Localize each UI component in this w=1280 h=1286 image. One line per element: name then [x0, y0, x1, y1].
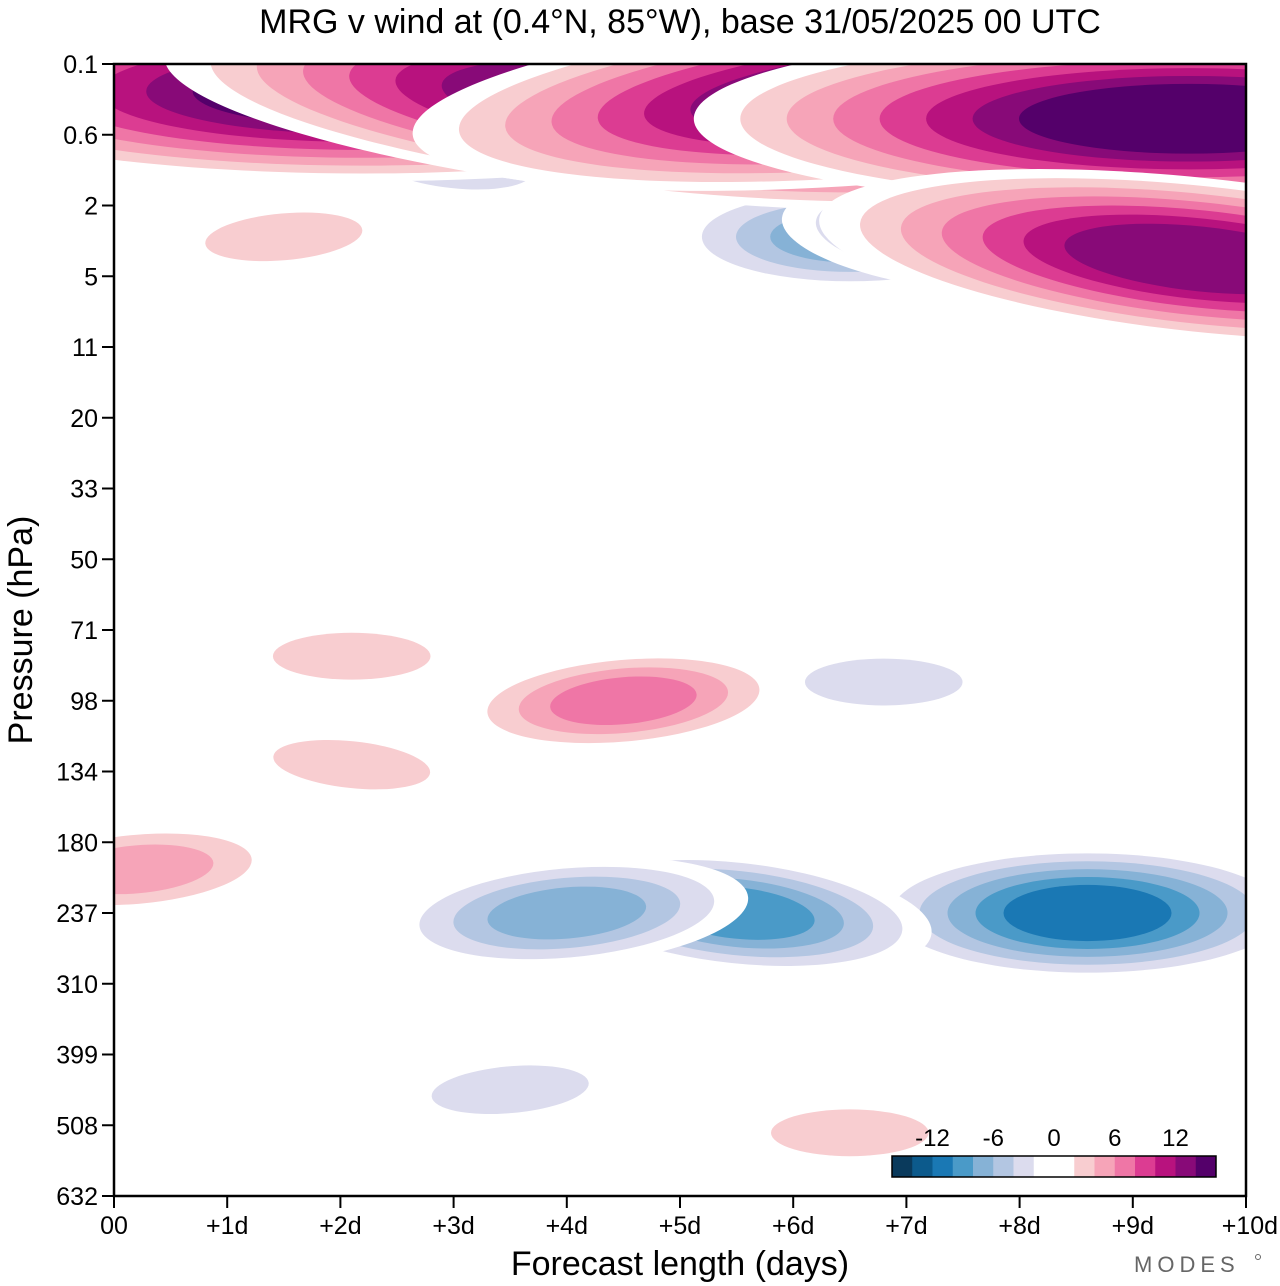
colorbar-swatch: [892, 1156, 913, 1177]
colorbar-swatch: [1013, 1156, 1035, 1177]
colorbar-swatch: [973, 1156, 994, 1177]
colorbar-swatch: [1195, 1156, 1217, 1177]
y-tick-label: 11: [72, 334, 98, 362]
contour-blob: [158, 199, 410, 275]
y-tick-label: 5: [84, 263, 98, 291]
colorbar-swatch: [1155, 1156, 1176, 1177]
contour-level: [1064, 223, 1246, 295]
colorbar-swatch: [1175, 1156, 1197, 1177]
y-tick-label: 33: [70, 476, 98, 504]
x-axis-label: Forecast length (days): [511, 1245, 849, 1283]
y-tick-label: 310: [56, 971, 98, 999]
contour-level: [114, 844, 214, 895]
colorbar-label: 12: [1162, 1125, 1189, 1152]
modes-logo: MODES: [1134, 1252, 1240, 1277]
contour-level: [1019, 83, 1246, 154]
contour-level: [804, 658, 963, 706]
colorbar-label: -12: [915, 1125, 950, 1152]
colorbar-swatch: [912, 1156, 933, 1177]
contour-blob: [819, 169, 1246, 350]
colorbar-swatch: [993, 1156, 1014, 1177]
x-axis: 00 +1d +2d +3d +4d +5d +6d +7d +8d +9d +10d: [100, 1196, 1278, 1240]
x-tick-label: +6d: [772, 1212, 814, 1240]
contour-blob: [186, 980, 382, 1039]
colorbar-frame: [891, 1155, 1217, 1178]
x-tick-label: +10d: [1222, 1212, 1278, 1240]
y-tick-label: 399: [56, 1042, 98, 1070]
contour-level: [487, 886, 647, 940]
contour-level: [771, 1109, 929, 1157]
y-tick-label: 0.1: [63, 51, 98, 79]
contour-blob: [693, 64, 1246, 209]
y-tick-label: 180: [56, 829, 98, 857]
colorbar-swatch: [1135, 1156, 1156, 1177]
contour-level: [550, 676, 697, 726]
contour-blob: [723, 1096, 976, 1169]
y-tick-label: 71: [70, 617, 98, 645]
y-tick-label: 237: [56, 900, 98, 928]
contour-level: [272, 632, 431, 680]
y-tick-label: 2: [84, 193, 98, 221]
x-tick-label: +8d: [998, 1212, 1040, 1240]
contour-blob: [757, 646, 1010, 719]
contour-level: [1003, 884, 1172, 942]
x-tick-label: +2d: [319, 1212, 361, 1240]
colorbar-swatch: [1033, 1156, 1055, 1177]
x-tick-label: +3d: [432, 1212, 474, 1240]
contour-blob: [225, 620, 478, 693]
chart-title: MRG v wind at (0.4°N, 85°W), base 31/05/…: [259, 3, 1101, 41]
contour-blob: [226, 726, 478, 803]
colorbar-swatch: [1114, 1156, 1136, 1177]
x-tick-label: 00: [100, 1212, 128, 1240]
y-axis: 0.1 0.6 2 5 11 20 33 50 71 98 134 180 237 310 399 508 63…: [56, 51, 114, 1211]
colorbar-swatch: [932, 1156, 954, 1177]
y-tick-label: 134: [56, 759, 98, 787]
colorbar-label: 6: [1108, 1125, 1121, 1152]
contour-level: [431, 1065, 589, 1115]
registered-mark-icon: [1255, 1254, 1261, 1260]
colorbar-label: 0: [1047, 1125, 1060, 1152]
x-tick-label: +5d: [659, 1212, 701, 1240]
x-tick-label: +7d: [885, 1212, 927, 1240]
colorbar: -12 -6 0 6 12: [891, 1125, 1217, 1178]
x-tick-label: +1d: [206, 1212, 248, 1240]
colorbar-swatch: [952, 1156, 974, 1177]
contour-blob: [455, 649, 791, 753]
contour-blob: [863, 845, 1246, 981]
contour-level: [205, 212, 363, 262]
colorbar-label: -6: [983, 1125, 1004, 1152]
y-axis-label: Pressure (hPa): [2, 516, 40, 745]
contour-blob: [384, 1052, 636, 1128]
y-tick-label: 20: [70, 405, 98, 433]
contour-level: [186, 980, 382, 1039]
contour-blob: [385, 856, 749, 970]
y-tick-label: 98: [70, 688, 98, 716]
contour-field: [114, 64, 1246, 1169]
contour-level: [273, 739, 431, 790]
y-tick-label: 508: [56, 1112, 98, 1140]
x-tick-label: +9d: [1112, 1212, 1154, 1240]
colorbar-swatch: [1094, 1156, 1116, 1177]
colorbar-swatch: [1074, 1156, 1095, 1177]
contour-blob: [114, 822, 291, 917]
x-tick-label: +4d: [546, 1212, 588, 1240]
y-tick-label: 50: [70, 546, 98, 574]
y-tick-label: 0.6: [63, 122, 98, 150]
colorbar-swatch: [1054, 1156, 1075, 1177]
y-tick-label: 632: [56, 1183, 98, 1211]
